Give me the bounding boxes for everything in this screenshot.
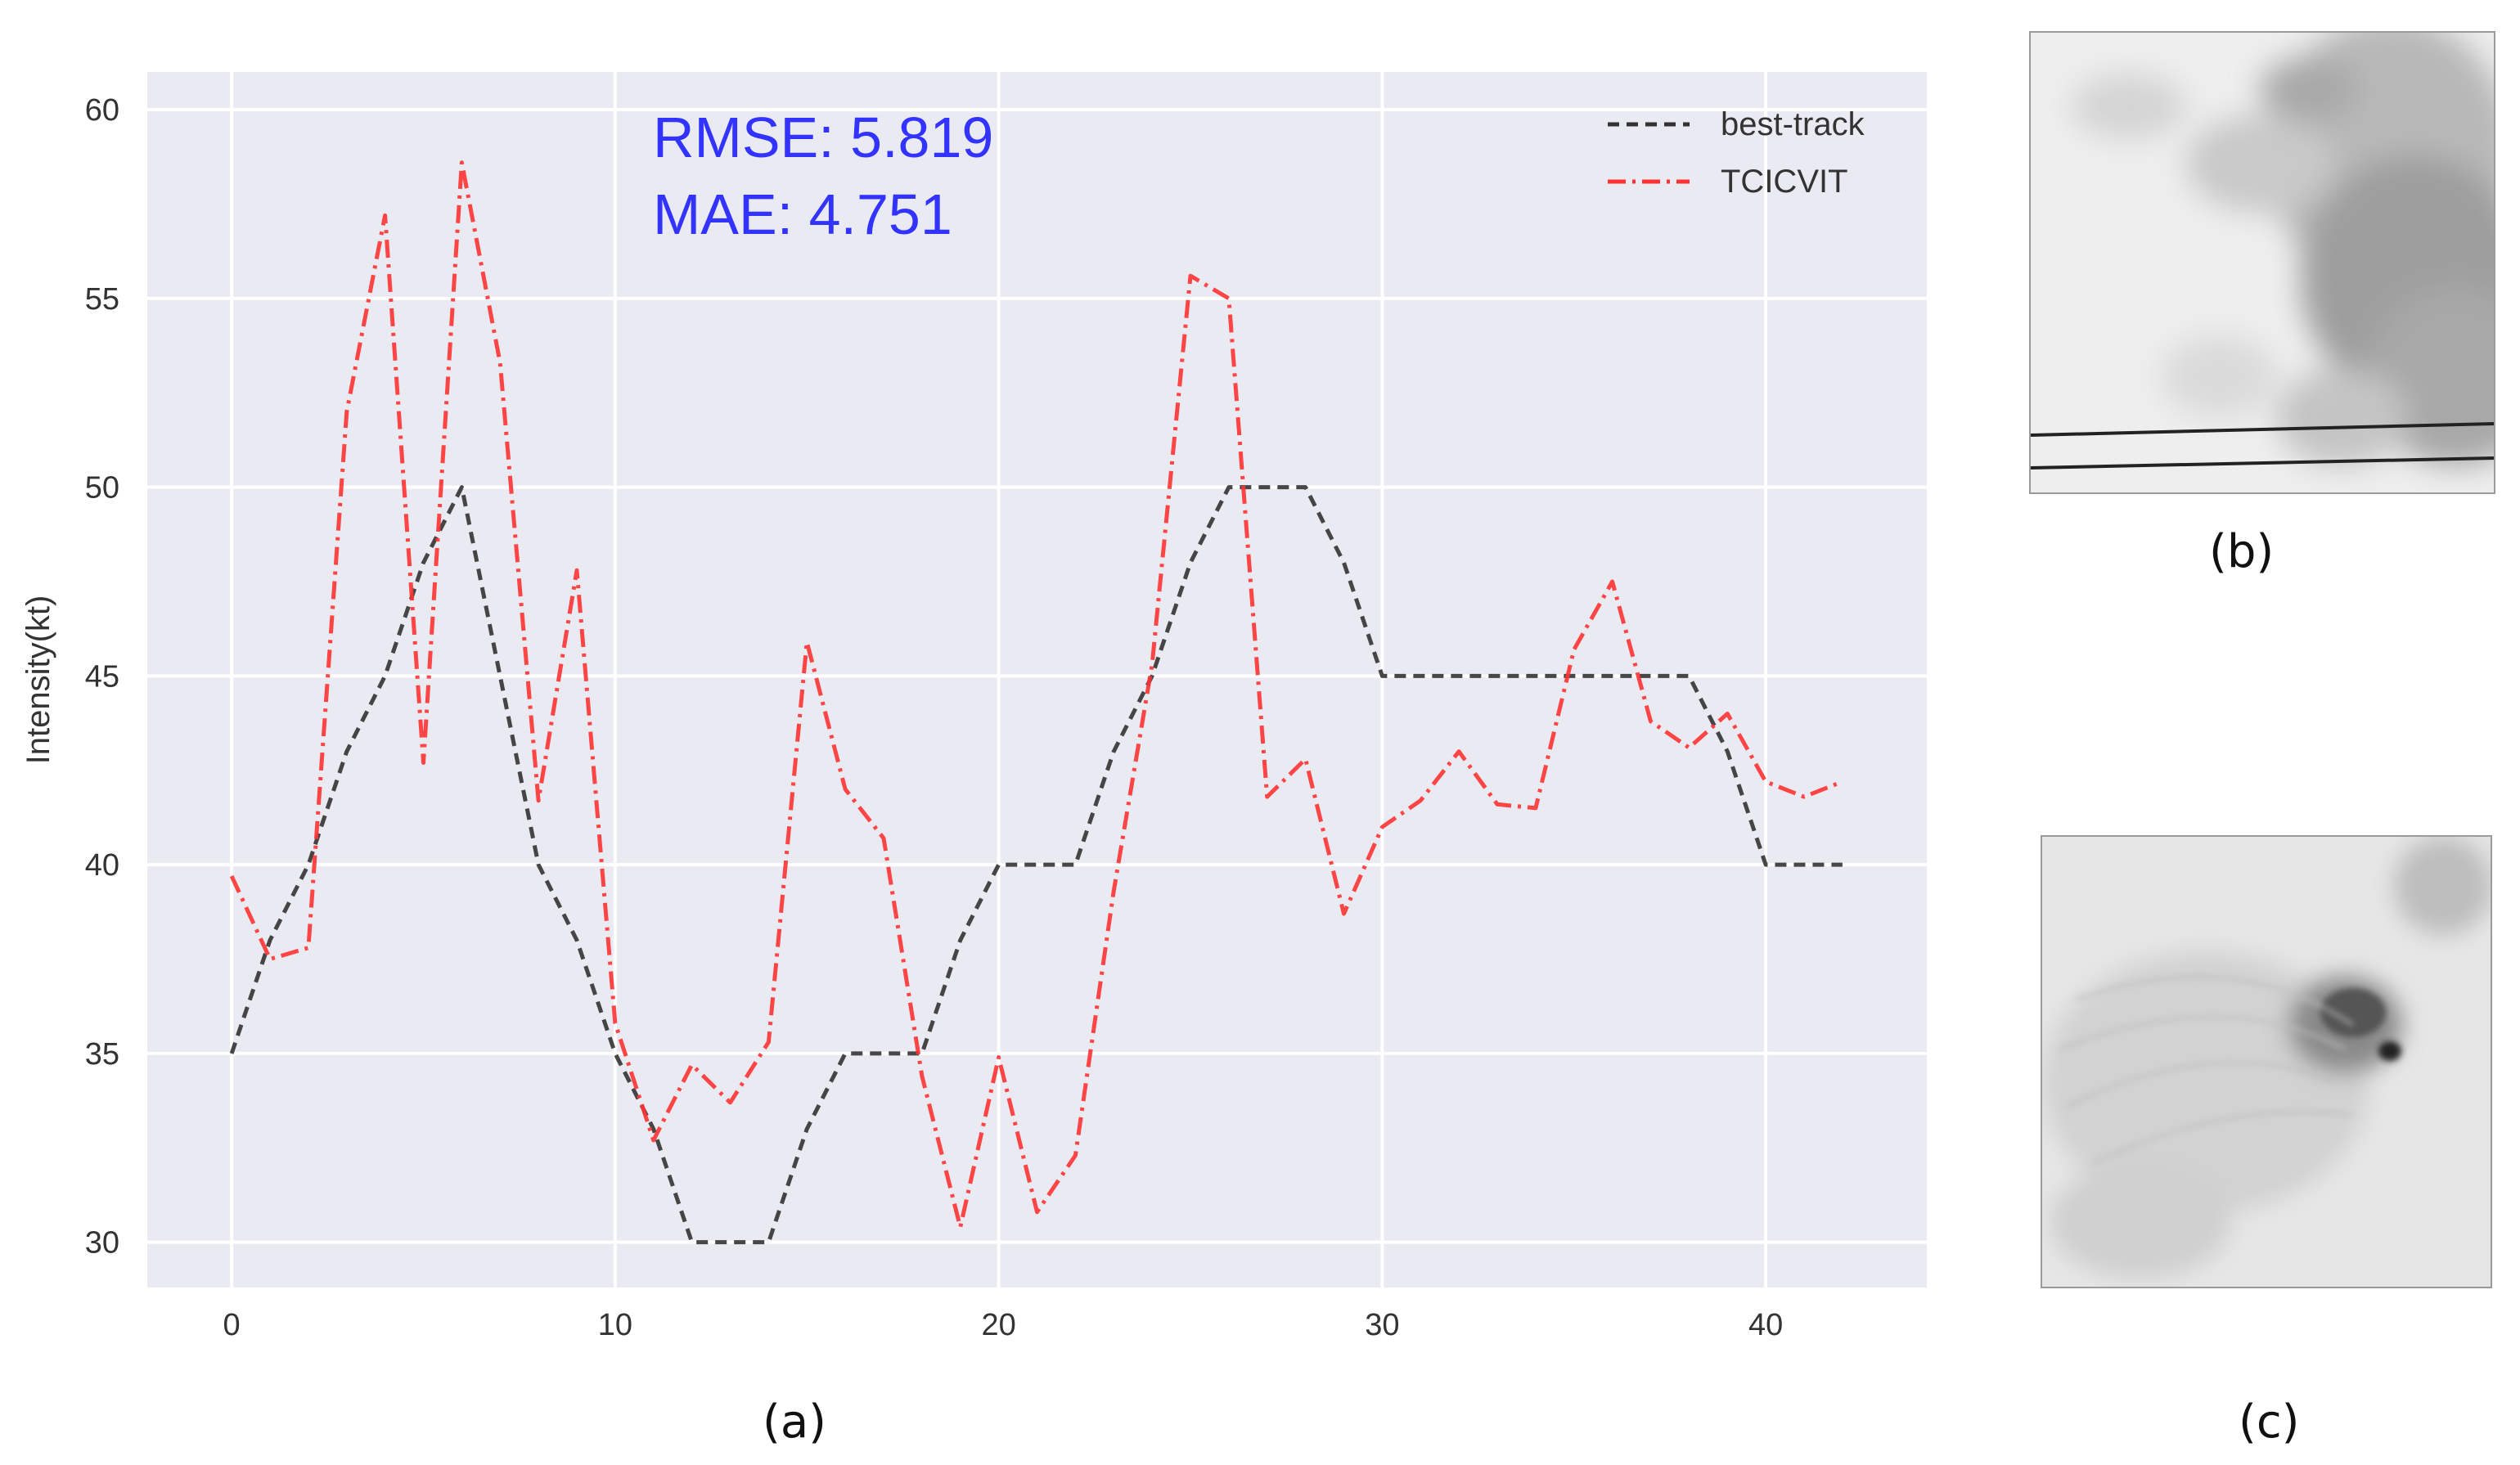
caption-c: (c) [2239,1395,2300,1449]
plot-area [147,72,1927,1287]
y-tick-label: 55 [85,282,119,317]
x-tick-label: 40 [1748,1308,1783,1342]
satellite-image-b [2029,31,2495,494]
y-tick-label: 35 [85,1037,119,1072]
y-tick-label: 60 [85,93,119,128]
tick-labels: 0 10 20 30 40 30 35 40 45 50 55 60 [85,93,1784,1342]
y-tick-label: 50 [85,471,119,506]
legend: best-track TCICVIT [1608,106,1865,200]
y-tick-label: 40 [85,848,119,883]
caption-a: (a) [763,1395,827,1449]
y-axis-label: Intensity(kt) [20,595,56,765]
legend-best-track-label: best-track [1721,106,1865,142]
x-tick-label: 10 [598,1308,632,1342]
series-layer [229,160,1843,1245]
satellite-image-c [2041,835,2492,1288]
x-tick-label: 0 [223,1308,241,1342]
series-line-tcicvit [229,160,1843,1229]
x-tick-label: 30 [1365,1308,1399,1342]
rmse-annotation: RMSE: 5.819 [653,106,993,169]
series-line-best-track [229,485,1843,1245]
caption-b: (b) [2209,525,2275,578]
mae-annotation: MAE: 4.751 [653,182,952,246]
grid [147,72,1927,1287]
x-tick-label: 20 [981,1308,1015,1342]
legend-tcicvit-label: TCICVIT [1721,164,1848,200]
y-tick-label: 30 [85,1226,119,1261]
y-tick-label: 45 [85,659,119,694]
